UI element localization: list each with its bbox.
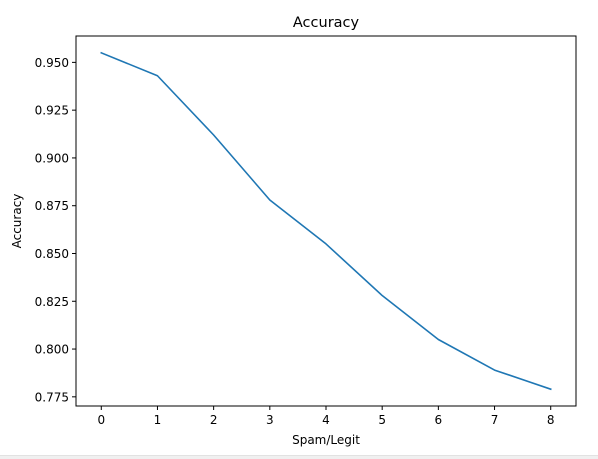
x-tick-label: 8 — [547, 413, 555, 427]
y-tick-label: 0.850 — [35, 247, 69, 261]
chart-title: Accuracy — [293, 15, 360, 31]
x-tick-label: 6 — [435, 413, 443, 427]
x-tick-label: 4 — [322, 413, 330, 427]
y-axis: 0.775 0.800 0.825 0.850 0.875 0.900 0.925 0.950 — [35, 56, 76, 404]
y-tick-label: 0.925 — [35, 104, 69, 118]
series-line — [100, 51, 552, 391]
y-tick-label: 0.775 — [35, 390, 69, 404]
x-axis-label: Spam/Legit — [292, 433, 360, 447]
x-tick-label: 2 — [210, 413, 218, 427]
x-tick-label: 3 — [266, 413, 274, 427]
x-tick-label: 1 — [154, 413, 162, 427]
y-tick-label: 0.825 — [35, 295, 69, 309]
y-tick-label: 0.900 — [35, 151, 69, 165]
y-tick-label: 0.950 — [35, 56, 69, 70]
y-tick-label: 0.875 — [35, 199, 69, 213]
x-axis: 0 1 2 3 4 5 6 7 8 — [97, 406, 555, 427]
x-tick-label: 5 — [378, 413, 386, 427]
series-layer — [100, 51, 552, 391]
x-tick-label: 7 — [491, 413, 499, 427]
window-bottom-edge — [0, 455, 598, 459]
y-tick-label: 0.800 — [35, 343, 69, 357]
x-tick-label: 0 — [97, 413, 105, 427]
y-axis-label: Accuracy — [10, 194, 24, 249]
